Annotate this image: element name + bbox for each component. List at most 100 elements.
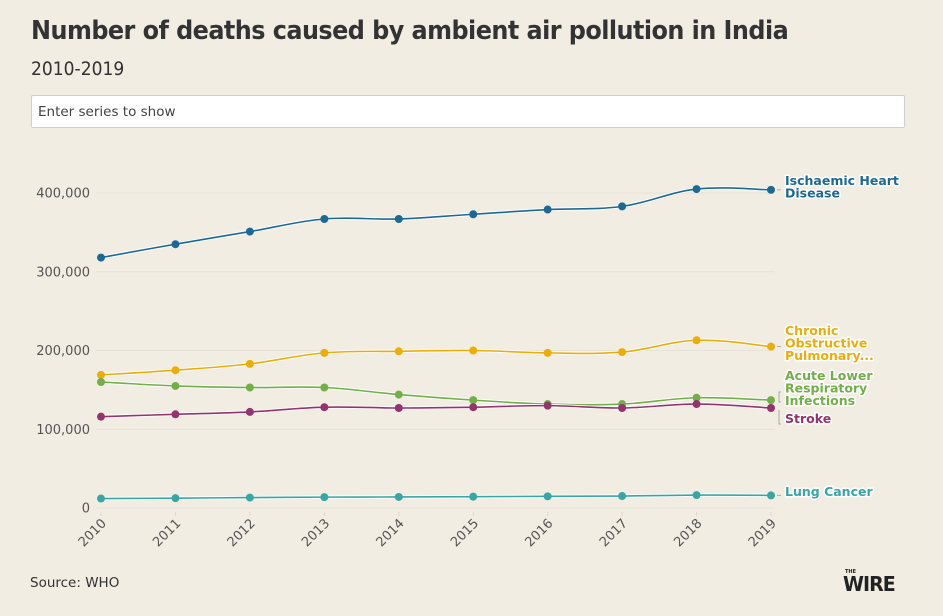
series-line xyxy=(100,339,772,376)
data-point[interactable] xyxy=(692,185,701,194)
x-tick-label: 2011 xyxy=(150,516,184,550)
x-tick-label: 2018 xyxy=(671,516,705,550)
data-point[interactable] xyxy=(469,346,478,355)
data-point[interactable] xyxy=(320,383,329,392)
series-label-line: Ischaemic Heart xyxy=(785,173,899,188)
data-point[interactable] xyxy=(692,491,701,500)
data-point[interactable] xyxy=(97,253,105,262)
y-tick-label: 300,000 xyxy=(36,265,90,280)
data-point[interactable] xyxy=(692,336,701,345)
data-point[interactable] xyxy=(171,494,180,503)
data-point[interactable] xyxy=(320,348,329,357)
series-chronic-obstructive-pulmonary xyxy=(97,336,775,379)
y-tick-label: 200,000 xyxy=(36,344,90,359)
series-stroke xyxy=(97,400,775,421)
series-label-line: Pulmonary... xyxy=(785,348,874,363)
data-point[interactable] xyxy=(469,396,478,405)
series-line xyxy=(100,381,772,406)
data-point[interactable] xyxy=(97,494,105,503)
data-point[interactable] xyxy=(171,381,180,390)
data-point[interactable] xyxy=(618,202,627,211)
data-point[interactable] xyxy=(692,393,701,402)
data-point[interactable] xyxy=(543,205,552,214)
y-tick-label: 0 xyxy=(82,502,90,517)
data-point[interactable] xyxy=(543,348,552,357)
series-line-halo xyxy=(100,186,772,260)
data-point[interactable] xyxy=(767,403,775,412)
series-line-halo xyxy=(100,338,772,377)
series-label-line: Stroke xyxy=(785,411,831,426)
data-point[interactable] xyxy=(245,407,254,416)
series-search-input[interactable] xyxy=(31,95,905,128)
series-group xyxy=(97,185,775,503)
data-point[interactable] xyxy=(245,493,254,502)
data-point[interactable] xyxy=(469,403,478,412)
data-point[interactable] xyxy=(394,390,403,399)
series-label-line: Disease xyxy=(785,186,840,201)
data-point[interactable] xyxy=(618,348,627,357)
data-point[interactable] xyxy=(543,492,552,501)
the-wire-logo: THE WIRE xyxy=(843,569,907,596)
series-label-line: Lung Cancer xyxy=(785,484,873,499)
data-point[interactable] xyxy=(767,491,775,500)
series-label-chronic-obstructive-pulmonary: ChronicObstructivePulmonary... xyxy=(784,322,876,365)
data-point[interactable] xyxy=(320,214,329,223)
chart-title: Number of deaths caused by ambient air p… xyxy=(31,16,789,46)
label-connector-bracket xyxy=(778,391,781,403)
series-label-stroke: Stroke xyxy=(784,410,833,428)
data-point[interactable] xyxy=(394,492,403,501)
data-point[interactable] xyxy=(97,412,105,421)
data-point[interactable] xyxy=(171,240,180,249)
series-lung-cancer xyxy=(97,491,775,503)
x-tick-label: 2012 xyxy=(225,516,259,550)
data-point[interactable] xyxy=(394,403,403,412)
series-line-halo xyxy=(100,402,772,419)
chart-subtitle: 2010-2019 xyxy=(31,58,125,80)
series-ischaemic-heart-disease xyxy=(97,185,775,262)
series-line xyxy=(100,403,772,418)
data-point[interactable] xyxy=(171,366,180,375)
data-point[interactable] xyxy=(543,401,552,410)
x-tick-label: 2016 xyxy=(522,516,556,550)
series-label-line: Acute Lower xyxy=(785,368,873,383)
x-tick-label: 2013 xyxy=(299,516,333,550)
series-label-line: Chronic xyxy=(785,323,838,338)
data-point[interactable] xyxy=(618,403,627,412)
series-label-line: Obstructive xyxy=(785,336,867,351)
gridlines xyxy=(96,192,775,509)
series-line xyxy=(100,494,772,500)
data-point[interactable] xyxy=(245,359,254,368)
y-tick-label: 100,000 xyxy=(36,423,90,438)
data-point[interactable] xyxy=(767,396,775,405)
data-point[interactable] xyxy=(320,493,329,502)
data-point[interactable] xyxy=(692,400,701,409)
x-tick-label: 2017 xyxy=(597,516,631,550)
data-point[interactable] xyxy=(394,347,403,356)
data-point[interactable] xyxy=(171,410,180,419)
data-point[interactable] xyxy=(767,342,775,351)
series-line xyxy=(100,187,772,259)
data-point[interactable] xyxy=(97,378,105,386)
label-connectors xyxy=(777,189,781,496)
logo-the: THE xyxy=(845,569,857,575)
data-point[interactable] xyxy=(767,185,775,194)
data-point[interactable] xyxy=(320,403,329,412)
x-tick-label: 2014 xyxy=(374,516,408,550)
data-point[interactable] xyxy=(394,214,403,223)
x-tick-label: 2019 xyxy=(746,516,780,550)
series-label-lung-cancer: Lung Cancer xyxy=(784,483,875,501)
series-label-line: Respiratory xyxy=(785,381,867,396)
data-point[interactable] xyxy=(469,210,478,219)
data-point[interactable] xyxy=(97,370,105,379)
label-connector-bracket xyxy=(778,410,781,425)
data-point[interactable] xyxy=(618,492,627,501)
data-point[interactable] xyxy=(469,492,478,501)
x-tick-label: 2015 xyxy=(448,516,482,550)
data-point[interactable] xyxy=(245,383,254,392)
source-note: Source: WHO xyxy=(30,575,120,591)
data-point[interactable] xyxy=(245,227,254,236)
